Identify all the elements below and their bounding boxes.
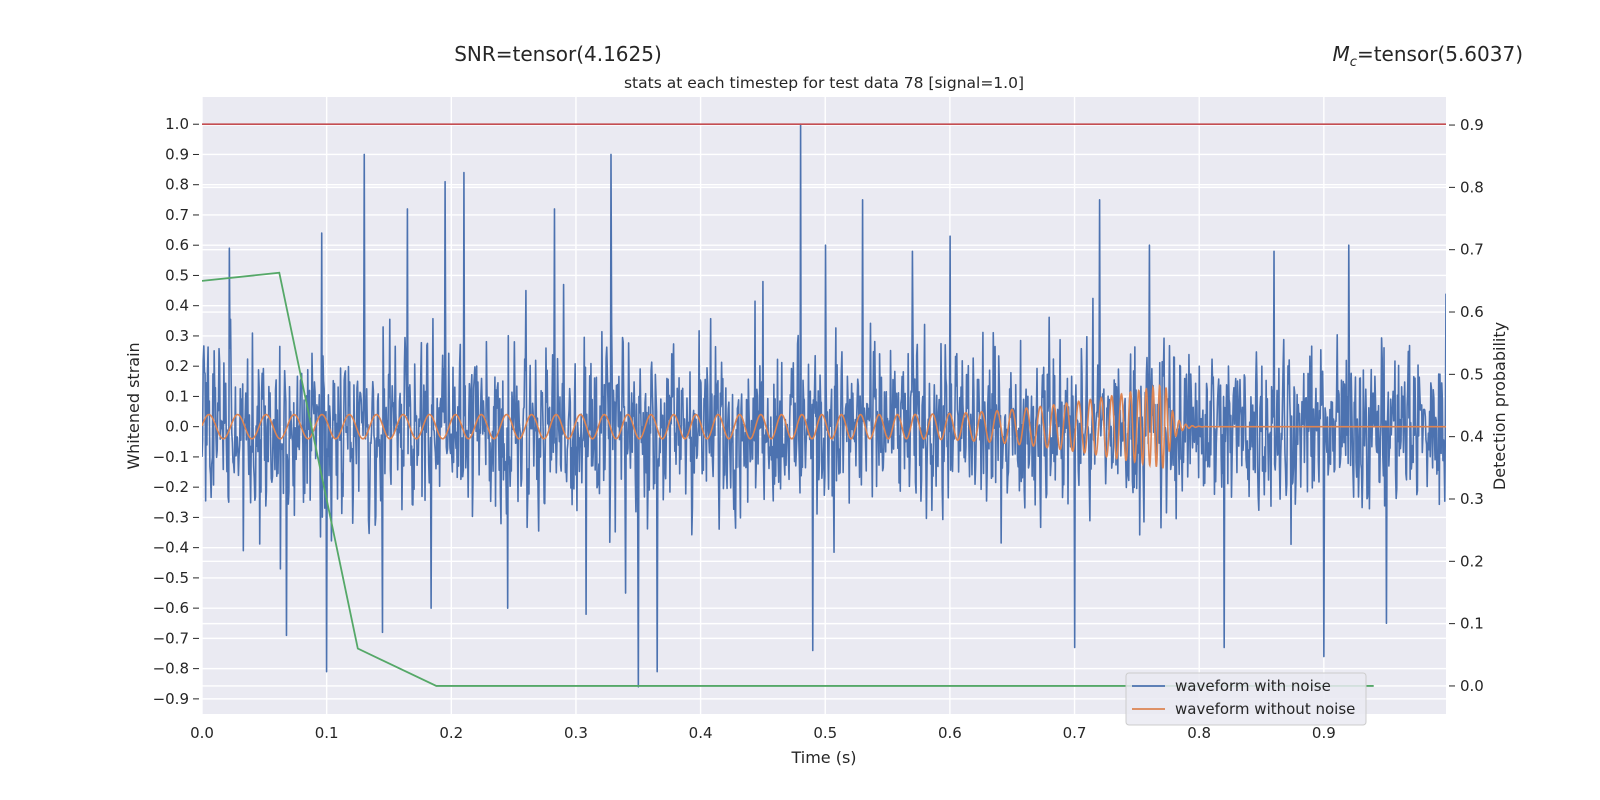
x-tick-label: 0.9 xyxy=(1312,724,1336,742)
series-waveform-without-noise xyxy=(202,383,1446,469)
y-tick-label-left: −0.6 xyxy=(153,599,189,617)
y-tick-label-right: 0.7 xyxy=(1460,241,1484,259)
legend-label-clean: waveform without noise xyxy=(1175,700,1355,718)
y-tick-label-right: 0.5 xyxy=(1460,365,1484,383)
x-tick-label: 0.3 xyxy=(564,724,588,742)
legend-box xyxy=(1125,672,1367,726)
snr-text: SNR=tensor(4.1625) xyxy=(454,42,662,66)
chart-title: stats at each timestep for test data 78 … xyxy=(624,74,1024,92)
x-axis-label: Time (s) xyxy=(790,748,856,767)
x-tick-label: 0.6 xyxy=(938,724,962,742)
series-layer xyxy=(202,123,1446,688)
legend: waveform with noise waveform without noi… xyxy=(1125,672,1367,726)
ticks: 0.0 0.1 0.2 0.3 0.4 0.5 0.6 0.7 0.8 0.9 1.0 0.9 0.8 0… xyxy=(153,115,1484,742)
series-detection-probability xyxy=(202,271,1374,687)
y-tick-label-right: 0.2 xyxy=(1460,552,1484,570)
y-tick-label-left: −0.9 xyxy=(153,690,189,708)
y-tick-label-left: 0.6 xyxy=(165,236,189,254)
y-tick-label-left: −0.8 xyxy=(153,660,189,678)
y-tick-label-left: 0.1 xyxy=(165,387,189,405)
y-tick-label-left: 0.4 xyxy=(165,297,189,315)
y-tick-label-right: 0.9 xyxy=(1460,116,1484,134)
y-tick-label-right: 0.4 xyxy=(1460,428,1484,446)
mc-symbol: M xyxy=(1333,42,1350,66)
y-tick-label-right: 0.3 xyxy=(1460,490,1484,508)
y-tick-label-right: 0.8 xyxy=(1460,178,1484,196)
y-tick-label-right: 0.1 xyxy=(1460,615,1484,633)
mc-subscript: c xyxy=(1350,55,1357,70)
y-tick-label-left: 0.2 xyxy=(165,357,189,375)
x-tick-label: 0.5 xyxy=(813,724,837,742)
y-tick-label-left: −0.7 xyxy=(153,629,189,647)
y-tick-label-left: −0.1 xyxy=(153,448,189,466)
mc-text: Mc=tensor(5.6037) xyxy=(1333,42,1523,70)
y-tick-label-left: 1.0 xyxy=(165,115,189,133)
legend-label-noise: waveform with noise xyxy=(1175,677,1331,695)
x-tick-label: 0.7 xyxy=(1063,724,1087,742)
y-tick-label-right: 0.6 xyxy=(1460,303,1484,321)
y-tick-label-left: −0.4 xyxy=(153,539,189,557)
plot-clip xyxy=(202,123,1446,688)
y-tick-label-left: 0.3 xyxy=(165,327,189,345)
x-tick-label: 0.8 xyxy=(1187,724,1211,742)
y-tick-label-right: 0.0 xyxy=(1460,677,1484,695)
y-tick-label-left: −0.5 xyxy=(153,569,189,587)
series-waveform-with-noise xyxy=(202,123,1446,688)
x-tick-label: 0.2 xyxy=(439,724,463,742)
x-tick-label: 0.0 xyxy=(190,724,214,742)
y-axis-label-right: Detection probability xyxy=(1490,322,1509,490)
x-tick-label: 0.4 xyxy=(689,724,713,742)
y-tick-label-left: 0.8 xyxy=(165,176,189,194)
mc-value: =tensor(5.6037) xyxy=(1357,42,1523,66)
y-axis-label-left: Whitened strain xyxy=(124,342,143,469)
x-tick-label: 0.1 xyxy=(315,724,339,742)
y-tick-label-left: −0.3 xyxy=(153,508,189,526)
y-tick-label-left: 0.9 xyxy=(165,145,189,163)
y-tick-label-left: 0.7 xyxy=(165,206,189,224)
y-tick-label-left: 0.0 xyxy=(165,418,189,436)
y-tick-label-left: −0.2 xyxy=(153,478,189,496)
y-tick-label-left: 0.5 xyxy=(165,266,189,284)
